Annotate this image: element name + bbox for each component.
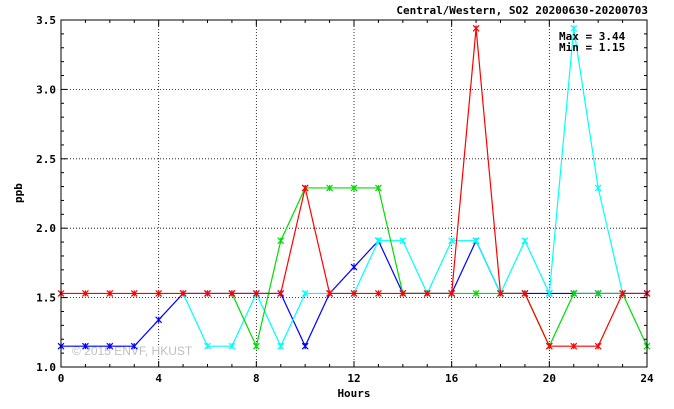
y-tick-label: 3.5 <box>36 14 56 27</box>
series-0-point <box>155 316 163 324</box>
series-3-point <box>350 290 358 297</box>
ticks: 0 4 8 12 16 20 24 1.0 1.5 2.0 2.5 3.0 3.5 <box>36 14 654 385</box>
series-3-point <box>204 290 211 297</box>
series-3-point <box>448 290 456 297</box>
grid <box>61 20 647 367</box>
series-3-point <box>228 290 236 297</box>
series-1-point <box>399 237 407 245</box>
series-1-point <box>301 290 309 297</box>
series-0-point <box>106 342 114 350</box>
series-2-point <box>472 290 480 297</box>
series-1-point <box>374 237 382 245</box>
x-tick-label: 24 <box>640 372 654 385</box>
series-3-point <box>326 290 334 297</box>
series-0-point <box>301 342 309 350</box>
x-tick-label: 12 <box>347 372 360 385</box>
x-axis-label: Hours <box>337 387 370 400</box>
series-2-point <box>350 184 358 192</box>
series-0-point <box>130 342 138 350</box>
y-tick-label: 1.5 <box>36 292 56 305</box>
series-3-point <box>106 290 114 297</box>
series-3-point <box>374 290 382 297</box>
series-2-point <box>594 290 602 297</box>
series-3-point <box>179 290 187 297</box>
series-3-point <box>472 24 480 32</box>
y-axis-label: ppb <box>12 183 25 203</box>
series-3-point <box>570 342 578 350</box>
series-3-point <box>545 342 553 350</box>
series-1-point <box>521 237 529 245</box>
series-layer <box>57 24 651 350</box>
x-tick-label: 0 <box>58 372 65 385</box>
y-tick-label: 3.0 <box>36 83 56 96</box>
series-1-point <box>472 237 480 245</box>
series-1-point <box>545 290 553 297</box>
series-3-point <box>521 290 529 297</box>
y-tick-label: 1.0 <box>36 361 56 374</box>
series-1-point <box>277 342 285 350</box>
series-3-point <box>301 184 309 192</box>
series-2-point <box>374 184 382 192</box>
x-tick-label: 4 <box>155 372 162 385</box>
y-tick-label: 2.5 <box>36 153 56 166</box>
series-3-point <box>81 290 89 297</box>
series-3-point <box>594 342 602 350</box>
chart-title: Central/Western, SO2 20200630-20200703 <box>396 4 648 17</box>
min-annotation: Min = 1.15 <box>559 41 625 54</box>
series-3-point <box>252 290 260 297</box>
y-tick-label: 2.0 <box>36 222 56 235</box>
x-tick-label: 8 <box>253 372 260 385</box>
series-0-point <box>350 263 358 271</box>
series-0-point <box>81 342 89 350</box>
series-3-point <box>423 290 431 297</box>
series-1-point <box>594 184 602 192</box>
series-3-point <box>277 290 285 297</box>
series-3 <box>57 24 651 350</box>
series-3-point <box>497 290 504 297</box>
series-3-point <box>155 290 163 297</box>
series-1-point <box>570 24 578 32</box>
series-2-point <box>277 237 285 245</box>
series-2-point <box>570 290 578 297</box>
x-tick-label: 16 <box>445 372 459 385</box>
x-tick-label: 20 <box>543 372 556 385</box>
series-3-point <box>399 290 407 297</box>
max-annotation: Max = 3.44 <box>559 30 626 43</box>
series-2-point <box>326 184 334 192</box>
series-3-point <box>619 290 627 297</box>
series-1-point <box>228 342 236 350</box>
series-2-point <box>252 342 260 350</box>
series-1-point <box>204 342 211 350</box>
watermark: © 2015 ENVF, HKUST <box>72 344 193 358</box>
series-3-point <box>130 290 138 297</box>
series-1-point <box>448 237 456 245</box>
